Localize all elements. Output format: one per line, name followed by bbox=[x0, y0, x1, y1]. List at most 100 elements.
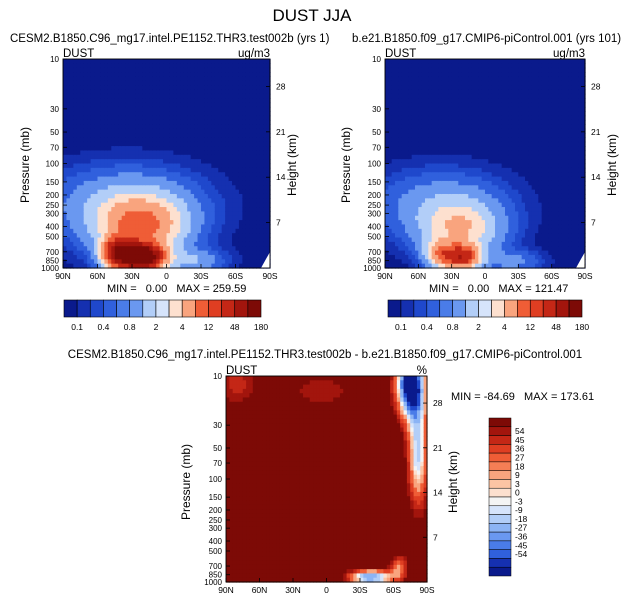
field-cell bbox=[128, 59, 133, 64]
field-cell bbox=[73, 202, 78, 208]
field-cell bbox=[431, 215, 436, 221]
field-cell bbox=[421, 89, 426, 95]
field-cell bbox=[149, 98, 154, 104]
field-cell bbox=[408, 233, 413, 239]
field-cell bbox=[405, 141, 409, 147]
field-cell bbox=[100, 76, 105, 82]
field-cell bbox=[418, 67, 423, 73]
field-cell bbox=[183, 128, 188, 134]
field-cell bbox=[242, 111, 247, 117]
field-cell bbox=[221, 106, 226, 112]
field-cell bbox=[431, 67, 436, 73]
field-cell bbox=[232, 159, 237, 165]
field-cell bbox=[488, 111, 493, 117]
field-cell bbox=[418, 98, 423, 104]
field-cell bbox=[465, 80, 469, 86]
field-cell bbox=[163, 224, 168, 230]
field-cell bbox=[428, 180, 433, 186]
field-cell bbox=[401, 259, 406, 265]
field-cell bbox=[238, 254, 243, 260]
field-cell bbox=[211, 176, 216, 182]
field-cell bbox=[149, 246, 154, 252]
field-cell bbox=[100, 150, 105, 156]
field-cell bbox=[114, 89, 119, 95]
field-cell bbox=[401, 115, 406, 121]
field-cell bbox=[156, 98, 161, 104]
field-cell bbox=[428, 59, 433, 64]
field-cell bbox=[475, 241, 479, 247]
field-cell bbox=[478, 119, 483, 125]
field-cell bbox=[245, 263, 250, 269]
field-cell bbox=[104, 207, 109, 212]
field-cell bbox=[111, 172, 116, 178]
field-cell bbox=[94, 89, 99, 95]
field-cell bbox=[204, 233, 209, 239]
field-cell bbox=[465, 211, 469, 217]
field-cell bbox=[418, 150, 423, 156]
field-cell bbox=[263, 193, 268, 199]
field-cell bbox=[256, 137, 261, 143]
field-cell bbox=[448, 102, 453, 108]
field-cell bbox=[152, 259, 157, 265]
field-cell bbox=[207, 259, 212, 265]
field-cell bbox=[408, 150, 413, 156]
field-cell bbox=[263, 163, 268, 169]
field-cell bbox=[94, 185, 99, 191]
field-cell bbox=[451, 159, 456, 165]
field-cell bbox=[252, 72, 257, 78]
field-cell bbox=[121, 185, 126, 191]
field-cell bbox=[259, 93, 264, 99]
field-cell bbox=[388, 89, 393, 95]
field-cell bbox=[132, 85, 137, 91]
field-cell bbox=[256, 167, 261, 173]
field-cell bbox=[245, 246, 250, 252]
field-cell bbox=[94, 259, 99, 265]
field-cell bbox=[173, 211, 178, 217]
field-cell bbox=[97, 133, 102, 138]
field-cell bbox=[204, 198, 209, 204]
field-cell bbox=[207, 76, 212, 82]
field-cell bbox=[232, 185, 237, 191]
field-cell bbox=[256, 246, 261, 252]
field-cell bbox=[145, 193, 150, 199]
field-cell bbox=[111, 176, 116, 182]
field-cell bbox=[385, 220, 389, 226]
field-cell bbox=[156, 106, 161, 112]
field-cell bbox=[197, 98, 202, 104]
field-cell bbox=[465, 128, 469, 134]
field-cell bbox=[511, 246, 516, 252]
field-cell bbox=[94, 193, 99, 199]
field-cell bbox=[111, 180, 116, 186]
field-cell bbox=[388, 63, 393, 69]
field-cell bbox=[63, 207, 68, 212]
field-cell bbox=[451, 89, 456, 95]
field-cell bbox=[125, 207, 130, 212]
field-cell bbox=[488, 133, 493, 138]
field-cell bbox=[491, 202, 496, 208]
field-cell bbox=[194, 185, 199, 191]
field-cell bbox=[521, 198, 526, 204]
field-cell bbox=[190, 67, 195, 73]
field-cell bbox=[132, 172, 137, 178]
field-cell bbox=[111, 111, 116, 117]
field-cell bbox=[495, 193, 499, 199]
field-cell bbox=[259, 259, 264, 265]
field-cell bbox=[501, 67, 506, 73]
field-cell bbox=[111, 59, 116, 64]
panel-control-corner-right: ug/m3 bbox=[553, 48, 585, 60]
field-cell bbox=[187, 185, 192, 191]
field-cell bbox=[391, 128, 396, 134]
field-cell bbox=[190, 202, 195, 208]
field-cell bbox=[445, 220, 449, 226]
field-cell bbox=[448, 172, 453, 178]
field-cell bbox=[201, 198, 206, 204]
field-cell bbox=[245, 254, 250, 260]
field-cell bbox=[176, 215, 181, 221]
field-cell bbox=[508, 189, 513, 195]
field-cell bbox=[256, 93, 261, 99]
field-cell bbox=[76, 111, 81, 117]
field-cell bbox=[111, 80, 116, 86]
field-cell bbox=[263, 63, 268, 69]
field-cell bbox=[176, 85, 181, 91]
field-cell bbox=[461, 263, 466, 269]
